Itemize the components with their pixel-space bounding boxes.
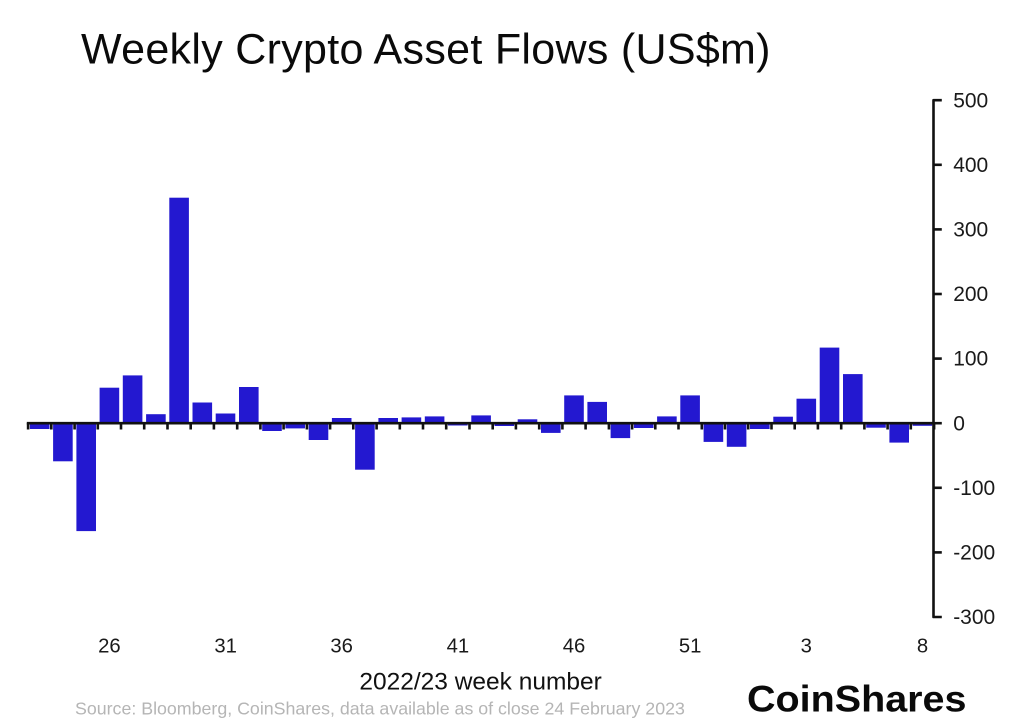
svg-text:41: 41 bbox=[447, 635, 470, 657]
svg-text:51: 51 bbox=[679, 635, 702, 657]
svg-text:0: 0 bbox=[953, 412, 965, 435]
svg-text:26: 26 bbox=[98, 635, 121, 657]
svg-text:Source: Bloomberg, CoinShares,: Source: Bloomberg, CoinShares, data avai… bbox=[75, 698, 685, 718]
svg-text:2022/23 week number: 2022/23 week number bbox=[359, 668, 601, 695]
svg-text:100: 100 bbox=[953, 348, 988, 371]
svg-text:-200: -200 bbox=[953, 542, 995, 565]
svg-text:300: 300 bbox=[953, 219, 988, 242]
svg-text:CoinShares: CoinShares bbox=[747, 678, 967, 720]
svg-text:500: 500 bbox=[953, 89, 988, 112]
svg-text:-100: -100 bbox=[953, 477, 995, 500]
svg-text:31: 31 bbox=[214, 635, 237, 657]
svg-text:-300: -300 bbox=[953, 606, 995, 629]
svg-text:36: 36 bbox=[330, 635, 353, 657]
svg-text:8: 8 bbox=[917, 635, 928, 657]
svg-text:3: 3 bbox=[801, 635, 812, 657]
svg-text:Weekly Crypto Asset Flows (US$: Weekly Crypto Asset Flows (US$m) bbox=[81, 26, 771, 74]
svg-text:200: 200 bbox=[953, 283, 988, 306]
svg-text:400: 400 bbox=[953, 154, 988, 177]
svg-text:46: 46 bbox=[563, 635, 586, 657]
